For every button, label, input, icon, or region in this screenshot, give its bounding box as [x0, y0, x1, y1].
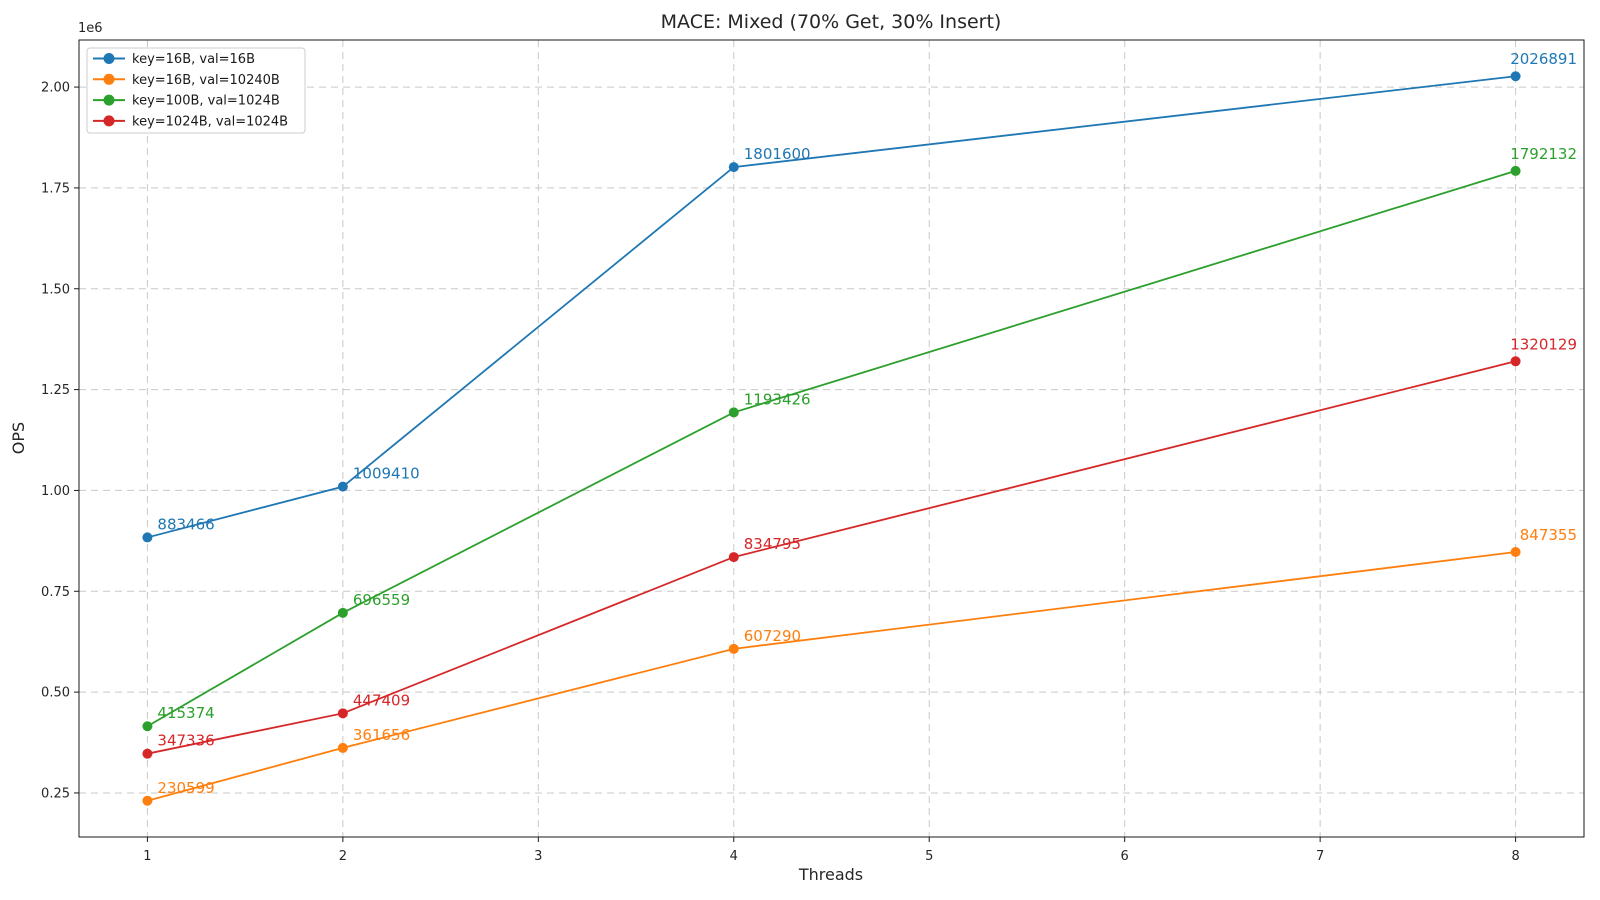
legend-marker [103, 94, 115, 106]
series-line [147, 551, 1516, 802]
data-point-marker [337, 708, 348, 719]
data-point-label: 847355 [1520, 526, 1577, 544]
data-point-marker [1510, 356, 1521, 367]
data-point-label: 696559 [353, 591, 410, 609]
data-point-label: 415374 [157, 704, 214, 722]
x-tick-label: 5 [925, 849, 933, 864]
series-line [147, 360, 1516, 755]
data-point-label: 834795 [744, 535, 801, 553]
data-point-marker [337, 742, 348, 753]
data-point-label: 447409 [353, 691, 410, 709]
x-tick-label: 6 [1121, 849, 1129, 864]
x-tick-label: 1 [143, 849, 151, 864]
legend-marker [103, 115, 115, 127]
y-axis-offset-label: 1e6 [78, 21, 103, 36]
data-point-marker [1510, 71, 1521, 82]
y-tick-label: 1.25 [41, 383, 70, 398]
data-point-label: 2026891 [1510, 50, 1577, 68]
y-tick-label: 2.00 [41, 81, 70, 96]
data-point-label: 230599 [157, 779, 214, 797]
y-tick-label: 0.50 [41, 686, 70, 701]
data-point-marker [728, 643, 739, 654]
data-point-label: 1792132 [1510, 145, 1577, 163]
y-tick-label: 0.75 [41, 585, 70, 600]
legend-marker [103, 73, 115, 85]
data-point-label: 1320129 [1510, 335, 1577, 353]
y-tick-label: 0.25 [41, 786, 70, 801]
x-tick-label: 3 [534, 849, 542, 864]
y-tick-label: 1.75 [41, 181, 70, 196]
plot-border [78, 39, 1585, 838]
y-axis-label: OPS [9, 422, 28, 454]
data-point-marker [142, 748, 153, 759]
data-point-label: 883466 [157, 515, 214, 533]
legend-label: key=16B, val=16B [132, 52, 255, 67]
data-point-marker [1510, 165, 1521, 176]
x-tick-label: 7 [1316, 849, 1324, 864]
legend-box [86, 47, 306, 134]
legend-label: key=100B, val=1024B [132, 94, 280, 109]
data-point-marker [728, 407, 739, 418]
legend-label: key=1024B, val=1024B [132, 114, 288, 129]
y-tick-label: 1.50 [41, 282, 70, 297]
y-tick-label: 1.00 [41, 484, 70, 499]
data-point-label: 361656 [353, 726, 410, 744]
data-point-label: 607290 [744, 627, 801, 645]
data-point-marker [142, 795, 153, 806]
data-point-marker [142, 532, 153, 543]
data-point-marker [1510, 547, 1521, 558]
data-point-marker [728, 162, 739, 173]
x-axis-label: Threads [798, 865, 863, 884]
legend-label: key=16B, val=10240B [132, 73, 280, 88]
data-point-label: 347336 [157, 732, 214, 750]
chart-title: MACE: Mixed (70% Get, 30% Insert) [661, 11, 1002, 33]
legend-marker [103, 53, 115, 64]
x-tick-label: 8 [1511, 849, 1519, 864]
data-point-marker [337, 481, 348, 492]
data-point-marker [142, 721, 153, 732]
x-tick-label: 4 [730, 849, 738, 864]
x-tick-label: 2 [339, 849, 347, 864]
data-point-marker [337, 607, 348, 618]
series-line [146, 170, 1516, 728]
data-point-marker [728, 552, 739, 563]
series-line [147, 75, 1516, 539]
data-point-label: 1009410 [353, 465, 420, 483]
data-point-label: 1801600 [744, 145, 811, 163]
data-point-label: 1193426 [744, 390, 811, 408]
